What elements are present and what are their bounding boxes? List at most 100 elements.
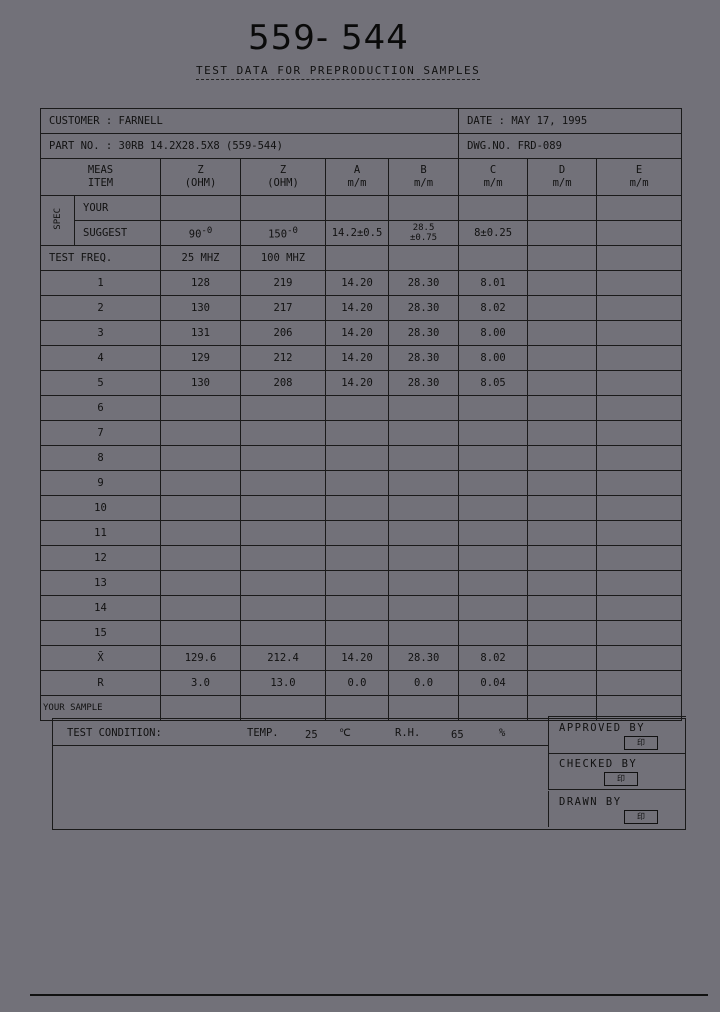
table-row: 8 <box>40 445 683 471</box>
table-cell <box>160 420 241 446</box>
table-cell <box>596 545 683 571</box>
table-cell <box>325 620 389 646</box>
table-cell <box>527 445 598 471</box>
row-label: 7 <box>40 420 161 446</box>
table-cell <box>387 470 460 496</box>
drawn-by-box: DRAWN BY 印 <box>548 791 686 827</box>
spec-label: SPEC <box>40 195 75 246</box>
table-cell: 130 <box>160 295 241 321</box>
table-cell <box>240 445 326 471</box>
table-cell <box>240 620 326 646</box>
table-row: R 3.0 13.0 0.0 0.0 0.04 <box>40 670 683 696</box>
table-cell: 14.20 <box>325 645 389 671</box>
test-condition-row: TEST CONDITION: TEMP. 25 ℃ R.H. 65 % <box>53 719 548 746</box>
table-cell <box>240 470 326 496</box>
test-freq-z1: 25 MHZ <box>160 245 241 271</box>
table-cell <box>596 420 683 446</box>
table-cell: 14.20 <box>325 345 389 371</box>
test-freq-z2: 100 MHZ <box>240 245 326 271</box>
table-cell: 217 <box>240 295 326 321</box>
header-z2: Z (OHM) <box>240 158 326 196</box>
table-cell <box>596 670 683 696</box>
date-field: DATE : MAY 17, 1995 <box>458 108 683 134</box>
table-cell: 206 <box>240 320 326 346</box>
table-cell <box>387 570 460 596</box>
table-cell <box>458 395 529 421</box>
table-cell <box>387 445 460 471</box>
row-label: 11 <box>40 520 161 546</box>
table-row: 9 <box>40 470 683 496</box>
table-cell: 8.02 <box>458 645 529 671</box>
row-label: 9 <box>40 470 161 496</box>
table-cell <box>160 620 241 646</box>
table-cell <box>527 495 598 521</box>
spec-c: 8±0.25 <box>458 220 529 246</box>
table-cell <box>240 420 326 446</box>
table-cell <box>160 545 241 571</box>
table-cell <box>527 345 598 371</box>
table-cell <box>596 370 683 396</box>
table-row: 7 <box>40 420 683 446</box>
drawn-stamp-icon: 印 <box>624 810 658 824</box>
table-row: 14 <box>40 595 683 621</box>
table-cell: 14.20 <box>325 320 389 346</box>
table-cell <box>527 545 598 571</box>
table-cell <box>596 345 683 371</box>
row-label: 3 <box>40 320 161 346</box>
header-meas-item: MEAS ITEM <box>40 158 161 196</box>
table-cell <box>240 545 326 571</box>
table-cell <box>527 520 598 546</box>
table-cell <box>387 520 460 546</box>
table-cell <box>596 595 683 621</box>
table-cell <box>458 570 529 596</box>
table-cell <box>387 495 460 521</box>
table-row: 12 <box>40 545 683 571</box>
dwg-no-field: DWG.NO. FRD-089 <box>458 133 683 159</box>
table-cell <box>160 570 241 596</box>
table-cell: 8.00 <box>458 320 529 346</box>
test-data-table: CUSTOMER : FARNELL DATE : MAY 17, 1995 P… <box>39 108 683 721</box>
table-cell: 14.20 <box>325 295 389 321</box>
table-cell <box>458 445 529 471</box>
table-cell: 13.0 <box>240 670 326 696</box>
table-cell: 28.30 <box>387 295 460 321</box>
row-label: 14 <box>40 595 161 621</box>
table-cell <box>596 520 683 546</box>
table-cell <box>160 495 241 521</box>
table-cell <box>325 470 389 496</box>
rh-label: R.H. <box>395 727 421 739</box>
checked-by-box: CHECKED BY 印 <box>548 753 686 790</box>
row-label: X̄ <box>40 645 161 671</box>
table-cell <box>458 520 529 546</box>
spec-z2: 150-0 <box>240 220 326 246</box>
approved-by-box: APPROVED BY 印 <box>548 716 686 754</box>
table-cell: 128 <box>160 270 241 296</box>
table-cell: 14.20 <box>325 370 389 396</box>
part-no-field: PART NO. : 30RB 14.2X28.5X8 (559-544) <box>39 133 460 159</box>
row-label: 1 <box>40 270 161 296</box>
table-cell <box>325 420 389 446</box>
table-cell: 28.30 <box>387 370 460 396</box>
row-label: 4 <box>40 345 161 371</box>
table-cell <box>527 670 598 696</box>
table-cell <box>387 620 460 646</box>
table-cell <box>527 395 598 421</box>
table-cell <box>240 570 326 596</box>
row-label: 12 <box>40 545 161 571</box>
table-cell: 212 <box>240 345 326 371</box>
test-freq-label: TEST FREQ. <box>40 245 161 271</box>
spec-your: YOUR <box>74 195 161 221</box>
row-label: 6 <box>40 395 161 421</box>
table-cell <box>325 495 389 521</box>
table-cell <box>387 395 460 421</box>
table-row: X̄ 129.6 212.4 14.20 28.30 8.02 <box>40 645 683 671</box>
table-cell <box>527 470 598 496</box>
row-label: 2 <box>40 295 161 321</box>
customer-field: CUSTOMER : FARNELL <box>39 108 460 134</box>
table-cell: 129.6 <box>160 645 241 671</box>
table-cell: 14.20 <box>325 270 389 296</box>
row-label: 13 <box>40 570 161 596</box>
